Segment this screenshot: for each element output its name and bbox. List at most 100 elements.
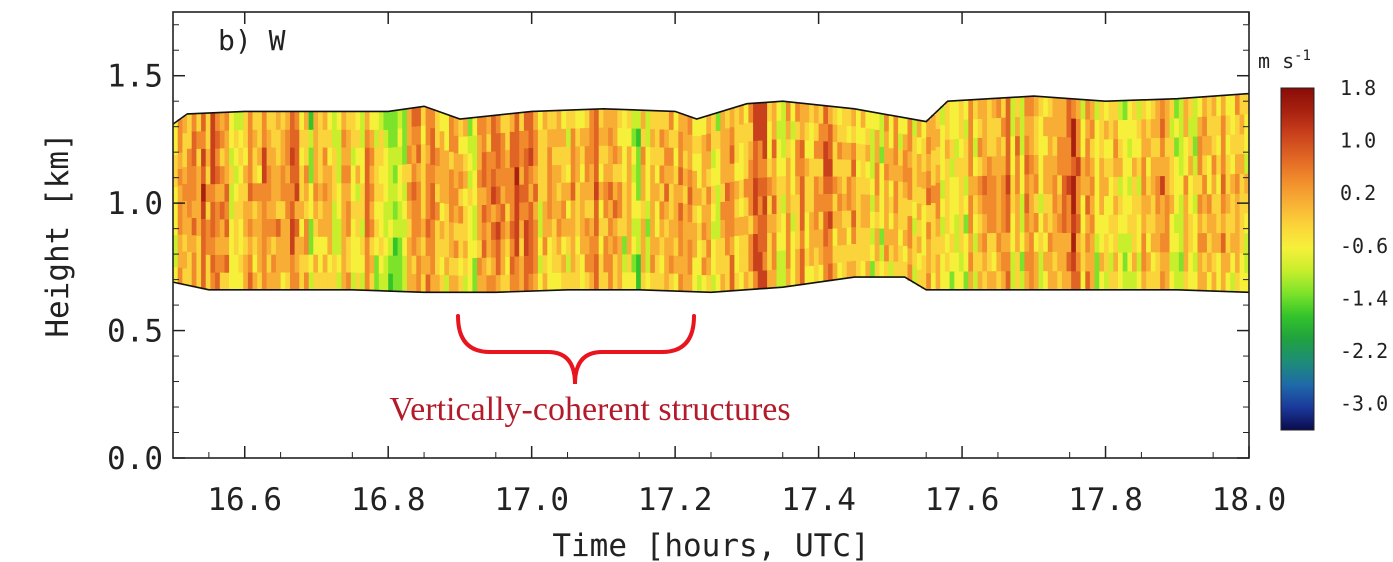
field-cell: [1089, 119, 1096, 139]
field-cell: [369, 165, 375, 184]
field-cell: [177, 217, 183, 235]
field-cell: [1094, 252, 1100, 272]
field-cell: [266, 254, 272, 273]
field-cell: [809, 193, 815, 213]
field-cell: [706, 221, 712, 240]
field-cell: [463, 205, 469, 224]
field-cell: [734, 106, 740, 126]
field-cell: [1104, 176, 1110, 197]
field-cell: [285, 147, 291, 166]
field-cell: [238, 182, 244, 202]
field-cell: [374, 236, 380, 256]
field-cell: [537, 147, 544, 166]
field-cell: [229, 112, 235, 131]
field-cell: [771, 101, 778, 121]
field-cell: [1178, 251, 1185, 272]
field-cell: [753, 214, 759, 234]
field-cell: [813, 229, 820, 248]
field-cell: [313, 182, 319, 202]
field-cell: [944, 120, 951, 140]
field-cell: [290, 200, 296, 219]
field-cell: [1010, 270, 1016, 291]
field-cell: [1001, 232, 1007, 252]
field-cell: [355, 200, 361, 220]
field-cell: [1146, 156, 1152, 177]
field-cell: [954, 157, 960, 177]
field-cell: [537, 129, 544, 148]
field-cell: [977, 175, 983, 196]
field-cell: [926, 238, 932, 257]
field-cell: [832, 158, 838, 177]
field-cell: [860, 210, 866, 228]
field-cell: [1010, 212, 1016, 233]
field-cell: [350, 182, 357, 202]
field-cell: [968, 232, 974, 253]
field-cell: [173, 186, 179, 204]
field-cell: [280, 254, 286, 273]
field-cell: [785, 101, 792, 121]
field-cell: [678, 273, 684, 292]
field-cell: [1146, 118, 1152, 139]
field-cell: [729, 217, 735, 237]
field-cell: [1216, 173, 1222, 195]
field-cell: [187, 165, 193, 184]
field-cell: [640, 236, 647, 255]
field-cell: [1211, 135, 1217, 156]
field-cell: [509, 202, 516, 221]
field-cell: [444, 221, 450, 240]
field-cell: [813, 140, 820, 159]
field-cell: [575, 181, 581, 201]
field-cell: [519, 112, 525, 131]
field-cell: [523, 129, 530, 149]
field-cell: [594, 271, 600, 291]
field-cell: [982, 118, 988, 138]
field-cell: [420, 162, 427, 182]
field-cell: [1160, 156, 1166, 177]
field-cell: [369, 218, 375, 238]
field-cell: [290, 272, 296, 291]
field-cell: [364, 218, 371, 238]
field-cell: [1043, 135, 1049, 156]
field-cell: [1024, 173, 1030, 194]
field-cell: [870, 145, 876, 163]
field-cell: [930, 272, 937, 291]
field-cell: [631, 271, 637, 291]
field-cell: [1183, 194, 1189, 214]
field-cell: [290, 164, 296, 184]
field-cell: [402, 255, 408, 274]
field-cell: [247, 218, 254, 237]
field-cell: [491, 257, 497, 276]
field-cell: [645, 146, 651, 165]
field-cell: [991, 213, 997, 233]
field-cell: [570, 235, 576, 255]
field-cell: [837, 107, 843, 126]
field-cell: [608, 199, 614, 219]
field-cell: [912, 119, 918, 137]
field-cell: [697, 257, 703, 276]
field-cell: [1132, 251, 1138, 272]
field-cell: [612, 235, 619, 255]
field-cell: [318, 111, 324, 130]
field-cell: [514, 238, 520, 257]
field-cell: [1164, 232, 1171, 253]
field-cell: [973, 270, 979, 291]
field-cell: [224, 236, 230, 255]
field-cell: [935, 271, 941, 291]
field-cell: [355, 272, 361, 291]
field-cell: [701, 151, 707, 170]
field-cell: [1104, 195, 1110, 215]
field-cell: [514, 166, 520, 186]
field-cell: [860, 260, 866, 278]
field-cell: [308, 236, 314, 255]
field-cell: [388, 165, 394, 184]
field-cell: [851, 260, 857, 278]
field-cell: [926, 153, 932, 172]
field-cell: [626, 253, 633, 273]
field-cell: [1089, 138, 1096, 158]
field-cell: [191, 252, 197, 270]
field-cell: [191, 217, 197, 236]
field-cell: [902, 133, 909, 151]
field-cell: [912, 233, 918, 251]
field-cell: [837, 210, 843, 229]
field-cell: [954, 119, 960, 140]
